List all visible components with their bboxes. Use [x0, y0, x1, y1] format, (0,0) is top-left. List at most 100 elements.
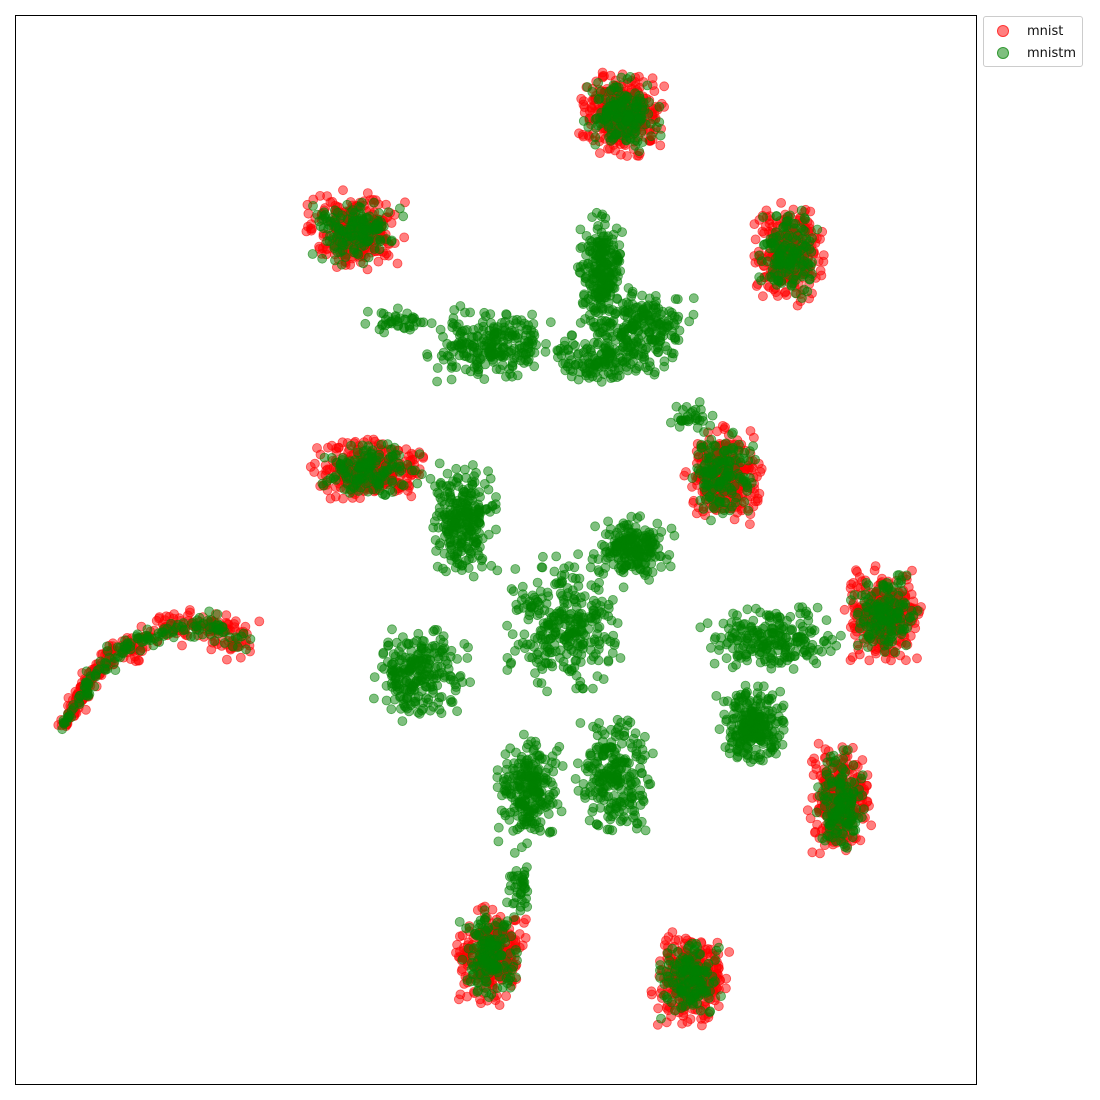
mnistm-point	[587, 242, 596, 251]
mnistm-point	[458, 955, 467, 964]
mnistm-point	[663, 322, 672, 331]
mnist-point	[400, 233, 409, 242]
mnistm-point	[788, 279, 797, 288]
mnist-point	[683, 1017, 692, 1026]
mnistm-point	[596, 265, 605, 274]
mnistm-point	[800, 214, 809, 223]
mnistm-point	[360, 459, 369, 468]
mnistm-point	[740, 498, 749, 507]
mnistm-point	[623, 75, 632, 84]
mnist-point	[306, 462, 315, 471]
mnistm-point	[579, 117, 588, 126]
mnistm-point	[375, 245, 384, 254]
mnistm-point	[387, 237, 396, 246]
mnistm-point	[898, 587, 907, 596]
mnistm-point	[635, 147, 644, 156]
mnist-point	[338, 438, 347, 447]
mnistm-point	[844, 788, 853, 797]
mnistm-point	[318, 254, 327, 263]
mnistm-point	[699, 504, 708, 513]
mnistm-point	[682, 957, 691, 966]
mnistm-point	[611, 116, 620, 125]
mnistm-point	[643, 81, 652, 90]
mnistm-point	[668, 353, 677, 362]
mnist-point	[865, 656, 874, 665]
mnistm-point	[83, 679, 92, 688]
mnistm-point	[647, 132, 656, 141]
mnistm-point	[721, 498, 730, 507]
mnistm-point	[858, 771, 867, 780]
mnistm-point	[853, 641, 862, 650]
mnistm-point	[812, 808, 821, 817]
mnist-point	[730, 515, 739, 524]
mnist-point	[671, 936, 680, 945]
mnistm-point	[613, 295, 622, 304]
mnistm-point	[359, 259, 368, 268]
mnist-point	[339, 186, 348, 195]
mnistm-point	[369, 198, 378, 207]
mnist-point	[185, 606, 194, 615]
mnistm-point	[605, 319, 614, 328]
mnistm-point	[823, 758, 832, 767]
mnistm-point	[582, 251, 591, 260]
mnistm-point	[757, 257, 766, 266]
mnistm-point	[814, 783, 823, 792]
mnistm-point	[759, 213, 768, 222]
mnist-point	[307, 220, 316, 229]
mnistm-point	[417, 470, 426, 479]
mnistm-point	[376, 235, 385, 244]
mnistm-point	[399, 481, 408, 490]
mnistm-point	[352, 478, 361, 487]
mnistm-point	[813, 225, 822, 234]
mnistm-point	[692, 987, 701, 996]
mnistm-point	[635, 94, 644, 103]
mnistm-point	[473, 978, 482, 987]
mnistm-point	[415, 450, 424, 459]
mnistm-point	[594, 78, 603, 87]
mnist-point	[402, 445, 411, 454]
mnistm-point	[394, 459, 403, 468]
mnistm-point	[688, 939, 697, 948]
mnistm-point	[672, 989, 681, 998]
mnistm-point	[905, 613, 914, 622]
mnistm-point	[660, 980, 669, 989]
mnistm-point	[356, 203, 365, 212]
mnistm-point	[731, 498, 740, 507]
mnistm-point	[854, 608, 863, 617]
mnist-point	[455, 932, 464, 941]
mnist-point	[647, 987, 656, 996]
mnistm-point	[500, 920, 509, 929]
mnistm-point	[622, 320, 631, 329]
mnistm-point	[638, 291, 647, 300]
mnist-point	[751, 497, 760, 506]
mnistm-point	[729, 428, 738, 437]
mnistm-point	[803, 259, 812, 268]
mnist-point	[814, 739, 823, 748]
mnistm-point	[657, 1014, 666, 1023]
mnist-point	[849, 578, 858, 587]
mnistm-point	[503, 958, 512, 967]
mnist-point	[152, 616, 161, 625]
mnistm-point	[364, 469, 373, 478]
mnistm-point	[374, 482, 383, 491]
mnistm-point	[379, 222, 388, 231]
mnistm-point	[607, 86, 616, 95]
mnistm-point	[805, 275, 814, 284]
mnist-point	[495, 1001, 504, 1010]
mnist-point	[758, 292, 767, 301]
mnistm-point	[160, 625, 169, 634]
mnistm-point	[703, 472, 712, 481]
mnist-point	[660, 82, 669, 91]
mnistm-point	[692, 967, 701, 976]
mnistm-point	[602, 108, 611, 117]
mnistm-point	[891, 648, 900, 657]
mnistm-point	[779, 223, 788, 232]
mnistm-point	[707, 516, 716, 525]
mnistm-point	[328, 233, 337, 242]
mnist-point	[697, 1014, 706, 1023]
mnistm-point	[579, 300, 588, 309]
mnist-point	[393, 259, 402, 268]
mnistm-point	[913, 606, 922, 615]
mnistm-point	[893, 571, 902, 580]
